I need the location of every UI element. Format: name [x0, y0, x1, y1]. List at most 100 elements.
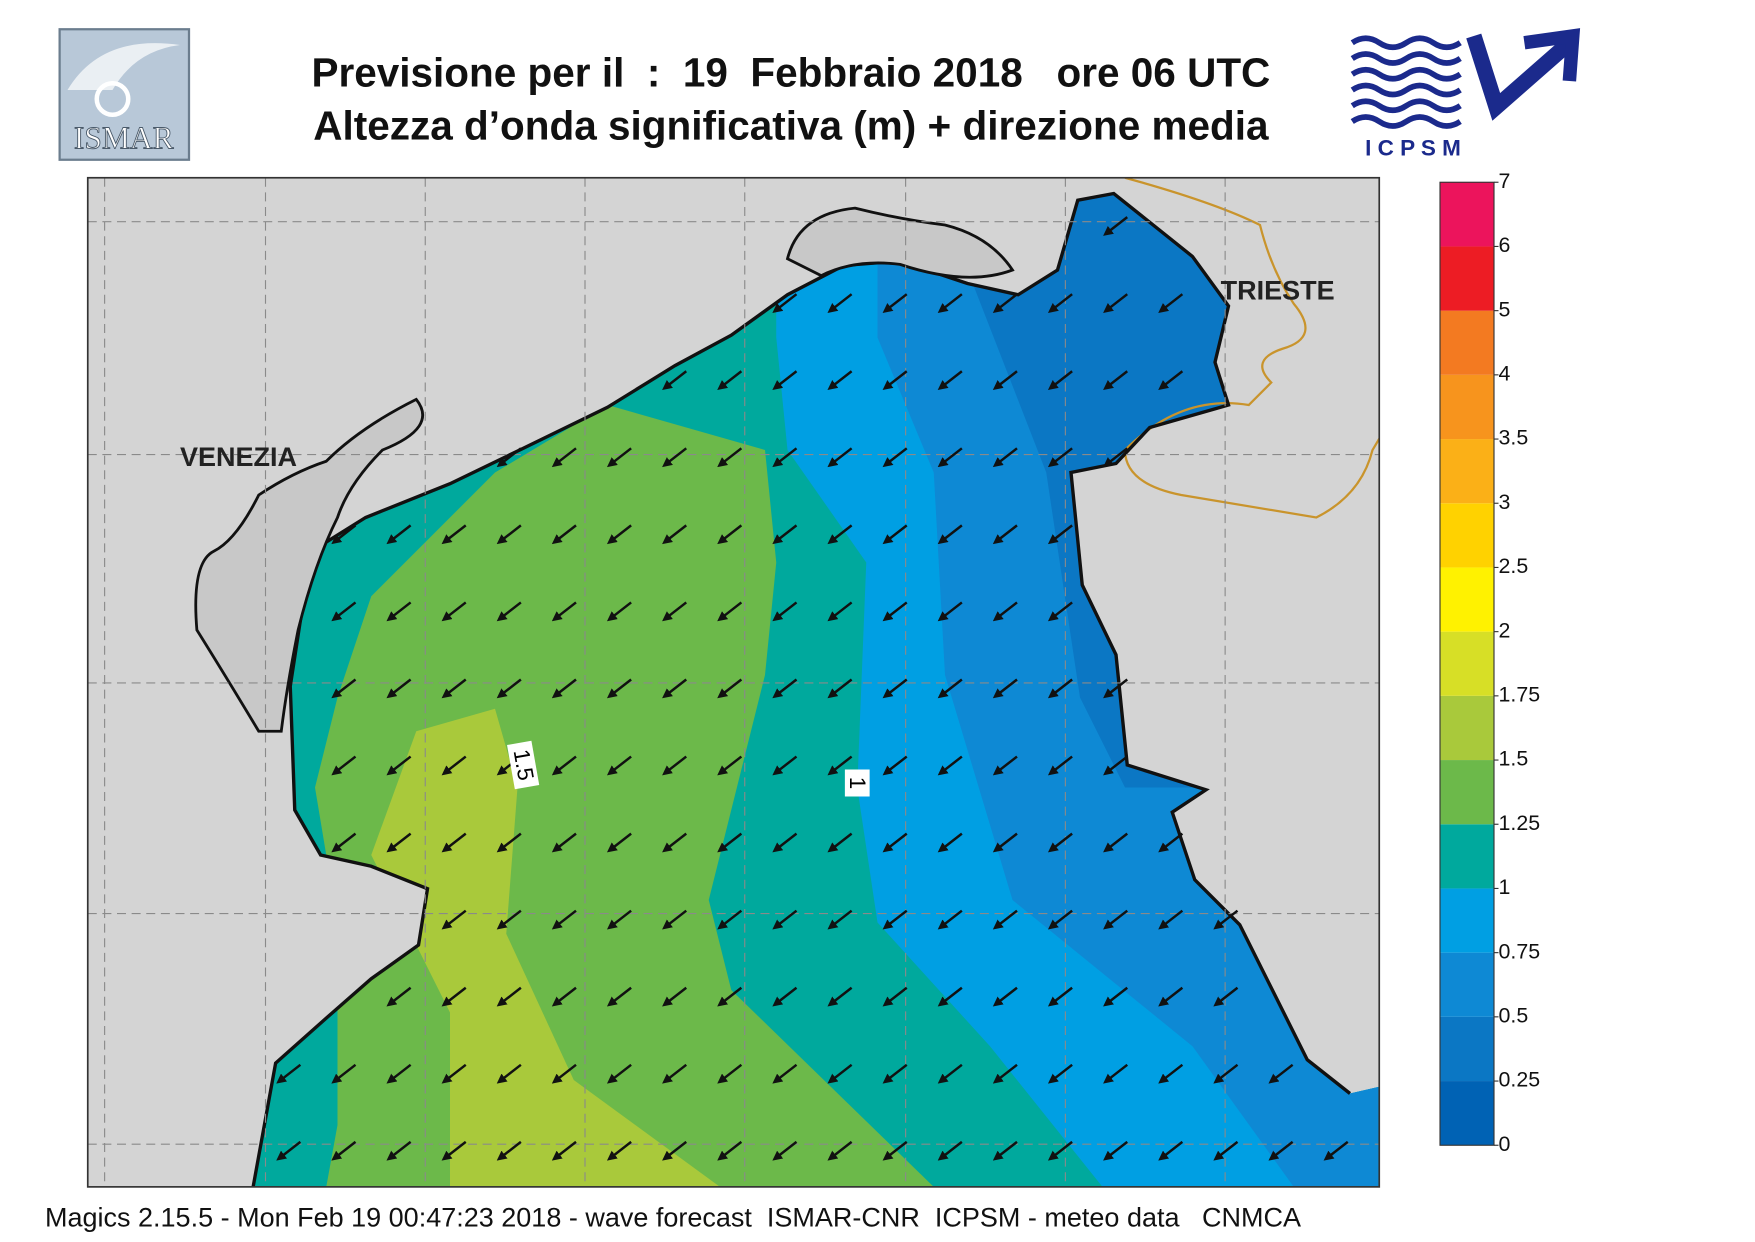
direction-arrow [717, 1063, 743, 1084]
direction-arrow [551, 447, 577, 468]
direction-arrow [662, 909, 688, 930]
direction-arrow [1047, 1140, 1073, 1161]
direction-arrow [992, 601, 1018, 622]
colorbar-frame [1439, 181, 1495, 1146]
direction-arrow [1047, 370, 1073, 391]
direction-arrow [1103, 216, 1129, 236]
direction-arrow [992, 832, 1018, 853]
direction-arrow [551, 1063, 577, 1084]
direction-arrow [937, 524, 963, 545]
logo-text: I C P S M [1365, 135, 1461, 160]
direction-arrow [772, 832, 798, 853]
direction-arrow [606, 1140, 632, 1161]
direction-arrow [1268, 1063, 1294, 1084]
direction-arrow [882, 755, 908, 776]
direction-arrow [882, 678, 908, 699]
direction-arrow [772, 755, 798, 776]
direction-arrow [276, 1063, 302, 1084]
direction-arrow [1158, 909, 1184, 930]
direction-arrow [717, 755, 743, 776]
direction-arrow [496, 524, 522, 545]
direction-arrow [1047, 832, 1073, 853]
direction-arrow [551, 986, 577, 1007]
direction-arrow [827, 986, 853, 1007]
direction-arrow [992, 1063, 1018, 1084]
direction-arrow [331, 524, 357, 545]
direction-arrow [772, 986, 798, 1007]
map-frame [86, 176, 1381, 1188]
direction-arrow [882, 986, 908, 1007]
direction-arrow [276, 1140, 302, 1161]
direction-arrow [1103, 909, 1129, 930]
colorbar-tick-label: 1 [1499, 875, 1511, 899]
direction-arrow [496, 909, 522, 930]
direction-arrow [1103, 1140, 1129, 1161]
direction-arrow [551, 601, 577, 622]
direction-arrow [882, 1140, 908, 1161]
direction-arrow [827, 524, 853, 545]
direction-arrow [441, 986, 467, 1007]
colorbar-tick-label: 7 [1499, 169, 1511, 193]
contour-label: 1 [845, 777, 870, 790]
direction-arrow [1047, 293, 1073, 313]
direction-arrow [551, 832, 577, 853]
colorbar-band [1440, 246, 1494, 311]
place-label: VENEZIA [180, 442, 297, 472]
direction-arrow [772, 601, 798, 622]
direction-arrow [937, 986, 963, 1007]
direction-arrow [937, 293, 963, 313]
direction-arrow [992, 678, 1018, 699]
direction-arrow [551, 909, 577, 930]
direction-arrow [1047, 601, 1073, 622]
direction-arrow [1158, 293, 1184, 313]
direction-arrow [717, 678, 743, 699]
colorbar-band [1440, 374, 1494, 440]
direction-arrow [331, 832, 357, 853]
direction-arrow [662, 370, 688, 391]
direction-arrow [662, 524, 688, 545]
direction-arrow [937, 832, 963, 853]
colorbar-tick-label: 0.25 [1499, 1068, 1541, 1092]
direction-arrow [1047, 524, 1073, 545]
colorbar-tick-label: 0.5 [1499, 1003, 1529, 1027]
direction-arrow [662, 1063, 688, 1084]
colorbar-tick-label: 6 [1499, 233, 1511, 257]
direction-arrow [496, 1063, 522, 1084]
footer: Magics 2.15.5 - Mon Feb 19 00:47:23 2018… [45, 1202, 1301, 1232]
contour-label-box: 1.5 [507, 740, 540, 790]
colorbar-tick-label: 2 [1499, 618, 1511, 642]
direction-arrow [606, 755, 632, 776]
direction-arrow [441, 678, 467, 699]
direction-arrow [937, 1063, 963, 1084]
colorbar-band [1440, 1081, 1494, 1146]
direction-arrow [496, 1140, 522, 1161]
direction-arrow [1103, 293, 1129, 313]
direction-arrow [1213, 909, 1239, 930]
direction-arrow [937, 370, 963, 391]
direction-arrow [386, 678, 412, 699]
direction-arrow [992, 986, 1018, 1007]
direction-arrow [386, 986, 412, 1007]
colorbar-tick-label: 3 [1499, 490, 1511, 514]
direction-arrow [937, 601, 963, 622]
direction-arrow [772, 1140, 798, 1161]
colorbar-tick-label: 1.75 [1499, 682, 1541, 706]
colorbar-tick-label: 2.5 [1499, 554, 1529, 578]
direction-arrow [1158, 1140, 1184, 1161]
direction-arrow [717, 524, 743, 545]
direction-arrow [1213, 986, 1239, 1007]
direction-arrow [1103, 755, 1129, 776]
direction-arrow [606, 1063, 632, 1084]
direction-arrow [662, 601, 688, 622]
direction-arrow [441, 524, 467, 545]
subtitle: Altezza d’onda significativa (m) + direz… [313, 103, 1269, 149]
direction-arrow [882, 293, 908, 313]
direction-arrow [827, 832, 853, 853]
direction-arrow [331, 1063, 357, 1084]
direction-arrow [827, 755, 853, 776]
colorbar-tick-label: 0.75 [1499, 939, 1541, 963]
direction-arrow [827, 293, 853, 313]
direction-arrow [496, 832, 522, 853]
direction-arrow [386, 832, 412, 853]
direction-arrow [662, 755, 688, 776]
